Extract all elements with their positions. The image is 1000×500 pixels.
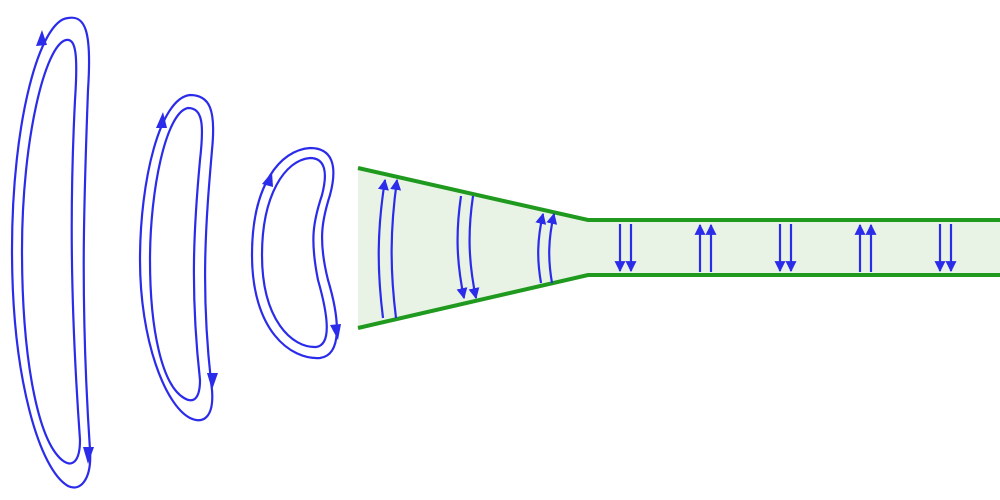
field-line [390, 178, 402, 319]
field-loop [10, 16, 94, 489]
field-loop [250, 146, 341, 360]
field-line [468, 195, 480, 300]
waveguide-fill [358, 168, 1000, 328]
field-line [456, 195, 468, 300]
waveguide-wall-bottom [357, 273, 1000, 330]
field-line [377, 178, 389, 319]
field-loop [138, 93, 218, 422]
field-line [535, 212, 547, 284]
field-line [546, 212, 558, 284]
waveguide-wall-top [357, 166, 1000, 222]
